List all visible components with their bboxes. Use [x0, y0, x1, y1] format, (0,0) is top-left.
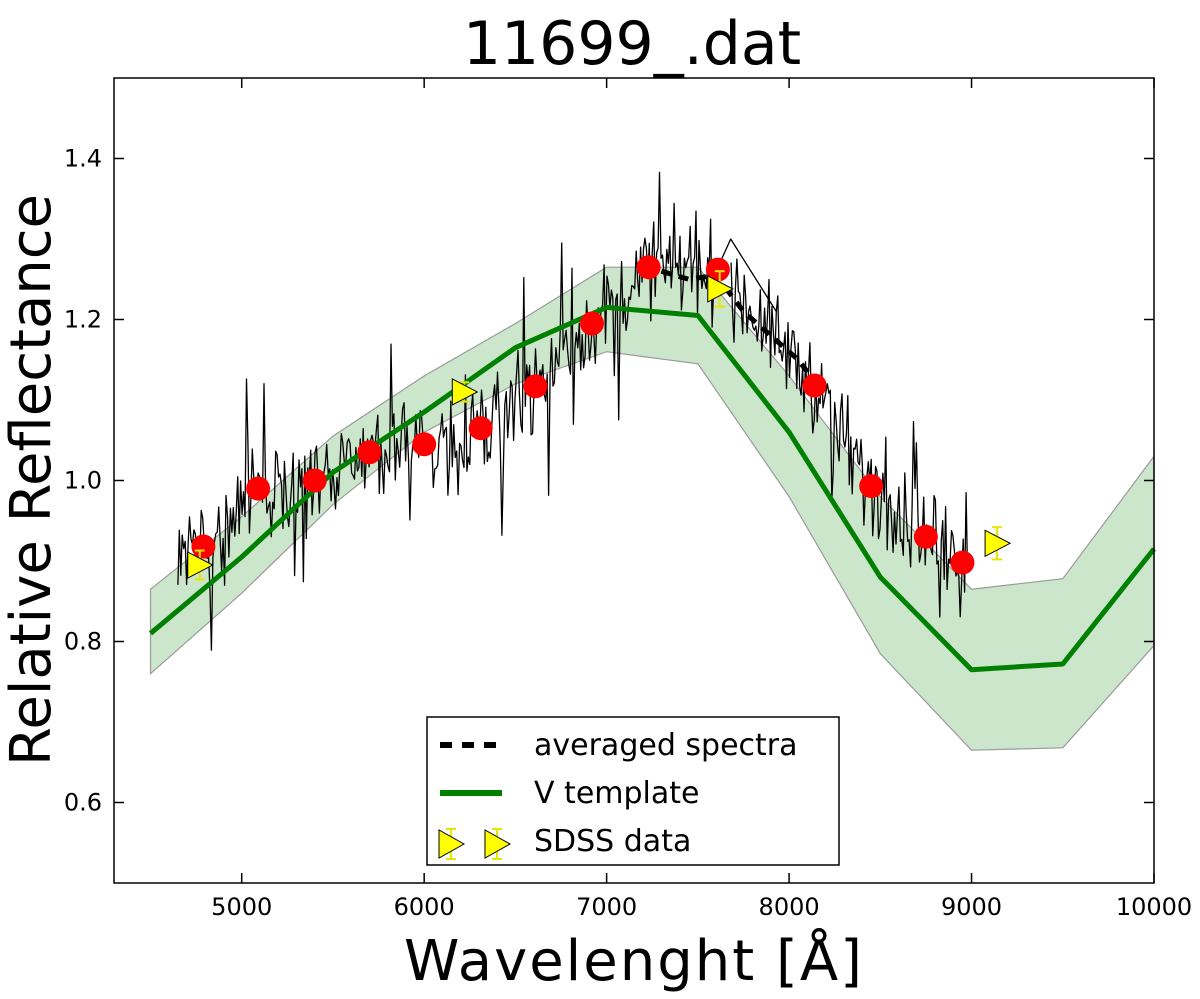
y-tick-label: 0.6 — [64, 789, 102, 817]
sdss-marker — [451, 378, 479, 406]
red-point — [913, 524, 938, 549]
chart-title: 11699_.dat — [463, 9, 801, 79]
red-point — [191, 534, 216, 559]
red-point — [580, 311, 604, 336]
y-tick-label: 0.8 — [64, 628, 102, 656]
legend-swatch-sdss — [438, 828, 512, 860]
x-tick-label: 9000 — [941, 893, 1002, 921]
red-point — [357, 440, 382, 465]
sdss-marker — [707, 275, 734, 303]
x-tick-label: 7000 — [576, 893, 637, 921]
red-point — [705, 257, 730, 282]
red-point — [636, 255, 661, 280]
x-tick-label: 8000 — [759, 893, 820, 921]
red-point — [468, 416, 493, 441]
sdss-layer — [187, 270, 1012, 581]
sdss-marker — [187, 551, 214, 579]
legend-label-sdss-data: SDSS data — [534, 824, 691, 859]
sdss-point — [187, 549, 214, 581]
axes: 5000 6000 7000 8000 9000 10000 0.6 0.8 1.0 1.2 1.4 — [64, 78, 1192, 921]
y-tick-label: 1.0 — [64, 467, 102, 495]
red-point — [302, 468, 327, 493]
red-point — [523, 374, 548, 399]
red-points-layer — [191, 255, 975, 575]
sdss-point — [707, 270, 734, 308]
red-point — [802, 373, 827, 398]
legend: averaged spectra V template SDSS data — [426, 716, 840, 866]
sdss-marker — [984, 529, 1012, 558]
legend-label-averaged-spectra: averaged spectra — [534, 728, 798, 763]
x-tick-label: 6000 — [394, 893, 455, 921]
y-tick-label: 1.2 — [64, 306, 102, 334]
y-axis-label: Relative Reflectance — [0, 194, 64, 766]
red-point — [859, 474, 884, 499]
sdss-point — [984, 526, 1012, 561]
red-point — [412, 432, 437, 457]
x-tick-label: 10000 — [1116, 893, 1192, 921]
y-tick-label: 1.4 — [64, 145, 102, 173]
red-point — [950, 550, 975, 575]
legend-label-v-template: V template — [534, 776, 699, 811]
sdss-point — [451, 378, 479, 406]
x-tick-label: 5000 — [211, 893, 272, 921]
x-axis-label: Wavelenght [Å] — [404, 928, 864, 994]
red-point — [246, 476, 271, 501]
